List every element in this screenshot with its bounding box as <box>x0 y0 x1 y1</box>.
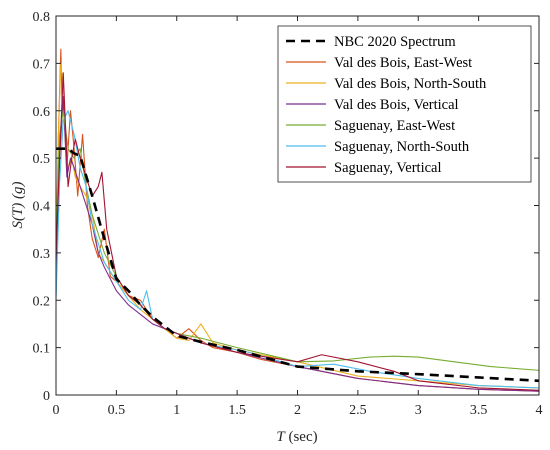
legend-label-0: NBC 2020 Spectrum <box>334 34 456 50</box>
x-tick-label: 4 <box>536 403 543 418</box>
series-line-3 <box>56 95 539 392</box>
x-tick-label: 1 <box>173 403 180 418</box>
y-axis-label: S(T) (g) <box>10 181 26 228</box>
y-axis-label-s: S( <box>10 215 26 229</box>
series-line-0 <box>56 147 539 383</box>
y-axis-label-unit: (g) <box>10 181 26 202</box>
legend: NBC 2020 Spectrum Val des Bois, East-West… <box>277 25 532 183</box>
legend-label-3: Val des Bois, Vertical <box>334 97 459 113</box>
legend-label-2: Val des Bois, North-South <box>334 76 487 92</box>
y-tick-label: 0.7 <box>33 57 51 72</box>
y-tick-label: 0.2 <box>33 294 51 309</box>
y-tick-label: 0.1 <box>33 342 51 357</box>
x-tick-label: 0.5 <box>108 403 126 418</box>
x-axis-label: T (sec) <box>276 429 317 445</box>
y-axis: 0 0.1 0.2 0.3 0.4 0.5 0.6 0.7 0.8 <box>33 10 539 404</box>
legend-label-4: Saguenay, East-West <box>334 118 455 134</box>
y-axis-label-close: ) <box>10 203 26 209</box>
x-tick-label: 1.5 <box>228 403 246 418</box>
legend-label-1: Val des Bois, East-West <box>334 55 472 71</box>
y-tick-label: 0.5 <box>33 152 51 167</box>
y-tick-label: 0.8 <box>33 10 51 25</box>
x-axis: 0 0.5 1 1.5 2 2.5 3 3.5 4 <box>53 16 543 418</box>
y-tick-label: 0 <box>43 389 50 404</box>
legend-label-5: Saguenay, North-South <box>334 139 470 155</box>
x-tick-label: 2.5 <box>349 403 367 418</box>
y-axis-label-t: T <box>10 206 26 216</box>
x-tick-label: 0 <box>53 403 60 418</box>
y-tick-label: 0.6 <box>33 105 51 120</box>
x-tick-label: 2 <box>294 403 301 418</box>
y-tick-label: 0.4 <box>33 200 51 215</box>
x-tick-label: 3.5 <box>470 403 488 418</box>
x-tick-label: 3 <box>415 403 422 418</box>
legend-label-6: Saguenay, Vertical <box>334 160 442 176</box>
x-axis-label-symbol: T <box>276 429 286 445</box>
y-tick-label: 0.3 <box>33 247 51 262</box>
x-axis-label-unit: (sec) <box>285 429 318 445</box>
series-layer <box>56 48 539 392</box>
